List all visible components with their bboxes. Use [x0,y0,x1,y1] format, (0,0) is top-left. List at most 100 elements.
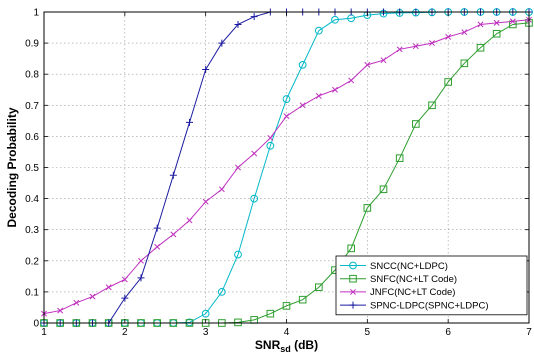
data-point [121,276,128,283]
axis-ticks: 1 2 3 4 5 6 7 0 0.1 0.2 0.3 0.4 0.5 0.6 0.7 0.8 0.9 1 [25,8,532,339]
legend-label: JNFC(NC+LT Code) [370,287,455,298]
legend-label: SNCC(NC+LDPC) [370,261,448,272]
x-tick-label: 3 [203,327,209,338]
legend-swatch-marker [349,261,357,270]
data-point [250,13,258,21]
data-point [444,78,452,86]
legend: SNCC(NC+LDPC) SNFC(NC+LT Code) JNFC(NC+LT … [335,255,528,316]
y-tick-label: 0.7 [25,101,39,112]
data-point [235,164,241,171]
legend-label: SNFC(NC+LT Code) [370,274,457,285]
data-point [217,288,226,296]
legend-box [335,255,528,316]
data-point [202,66,210,74]
legend-entry: SPNC-LDPC(SPNC+LDPC) [340,300,489,311]
x-axis-label-main: SNR [255,338,281,352]
legend-swatch-marker [350,288,356,295]
data-point [267,135,274,141]
data-point [461,29,468,36]
data-point [153,224,161,232]
data-point [137,274,145,282]
data-point [251,150,258,157]
y-tick-label: 1 [33,8,39,19]
data-point [314,26,323,35]
data-point [364,61,371,68]
data-point [363,204,372,212]
data-point [234,250,242,259]
data-point [429,40,435,47]
data-point [476,43,485,52]
x-tick-label: 4 [284,327,290,338]
data-point [380,57,387,64]
data-point [331,15,339,24]
data-point [428,101,436,110]
x-tick-label: 5 [365,327,371,338]
data-point [266,309,275,318]
legend-entry: SNCC(NC+LDPC) [340,261,448,272]
data-point [299,102,306,109]
data-point [395,154,404,162]
data-point [492,29,501,38]
legend-swatch-marker [349,301,357,309]
data-point [509,18,516,25]
data-point [445,33,452,40]
x-tick-label: 1 [41,327,47,338]
data-point [57,307,64,314]
y-tick-label: 0 [33,319,39,330]
data-point [332,86,338,93]
x-tick-label: 7 [526,327,532,338]
data-point [73,299,80,306]
data-point [89,293,96,300]
data-point [315,93,322,99]
data-point [138,257,144,264]
data-point [186,217,193,224]
data-point [234,318,242,327]
data-point [347,244,355,253]
data-point [283,113,290,120]
data-point [348,77,355,84]
x-axis-label-subscript: sd [280,344,291,354]
data-point [298,60,307,69]
data-point [412,43,419,50]
y-tick-label: 0.5 [25,163,39,174]
x-axis-label-unit: (dB) [291,338,318,352]
data-point [154,243,161,250]
data-point [282,95,291,103]
data-point [169,171,177,179]
data-point [266,141,275,150]
y-tick-label: 0.8 [25,70,39,81]
legend-entry: JNFC(NC+LT Code) [340,287,455,298]
y-tick-label: 0.3 [25,225,39,236]
data-point [186,118,193,126]
y-tick-label: 0.4 [25,194,39,205]
data-point [412,120,420,128]
data-point [396,46,403,53]
data-point [315,283,323,292]
data-point [234,20,242,28]
series-2 [41,16,532,317]
y-tick-label: 0.2 [25,256,39,267]
data-point [379,185,388,194]
y-tick-label: 0.6 [25,132,39,143]
data-point [202,198,209,205]
legend-label: SPNC-LDPC(SPNC+LDPC) [370,300,489,311]
data-point [250,194,259,203]
data-point [218,186,225,193]
data-point [493,19,500,26]
data-point [201,309,210,318]
legend-swatch-marker [349,274,357,283]
data-point [105,284,112,291]
data-point [121,294,129,302]
x-tick-label: 2 [122,327,128,338]
y-tick-label: 0.9 [25,39,39,50]
y-tick-label: 0.1 [25,287,39,298]
data-point [477,21,484,28]
data-point [298,295,307,304]
data-point [460,59,469,68]
data-point [282,302,291,310]
y-axis-label: Decoding Probability [5,107,19,227]
x-tick-label: 6 [445,327,451,338]
x-axis-label: SNRsd (dB) [255,338,318,354]
legend-entry: SNFC(NC+LT Code) [340,274,457,285]
